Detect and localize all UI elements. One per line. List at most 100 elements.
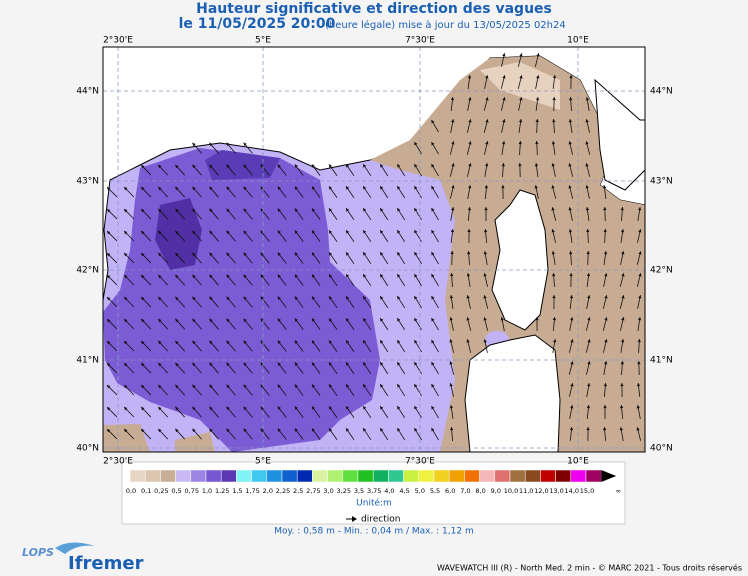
wave-arrow-head [570,383,574,387]
wave-arrow-head [502,53,506,57]
wave-arrow-head [604,273,608,277]
low-wave-zone [175,432,215,452]
wave-arrow-head [603,229,607,233]
wave-arrow-head [637,339,641,343]
wave-arrow-head [243,230,247,235]
scale-cell [160,469,176,483]
wave-arrow-head [294,340,298,344]
wave-arrow-head [397,296,401,300]
wave-arrow-head [209,384,213,389]
wave-arrow-head [449,361,453,365]
scale-cell [357,469,374,483]
wave-arrow-head [636,405,640,409]
wave-arrow-head [363,274,367,278]
scale-label: 10,0 [504,487,518,495]
scale-label: 0,75 [185,487,199,495]
corsica [491,189,549,331]
wave-arrow-head [328,296,333,300]
wave-arrow-head [501,141,506,145]
wave-arrow-head [107,209,111,213]
wave-arrow-head [363,340,367,344]
wave-arrow-head [397,186,401,190]
scale-label: 5,5 [430,487,440,495]
wave-arrow-head [192,252,196,257]
wave-arrow-head [209,274,213,279]
wave-arrow-head [535,119,539,123]
wave-arrow-head [260,362,264,366]
wave-arrow-head [107,341,111,345]
wave-arrow-head [226,164,230,169]
scale-label: 8,0 [475,487,485,495]
wave-arrow-head [141,384,145,389]
wave-arrow-head [603,207,607,211]
wave-arrow-head [260,252,264,256]
scale-cell [251,469,268,483]
wave-arrow-head [451,163,455,167]
wave-arrow-head [586,229,590,233]
wave-arrow-head [604,339,608,343]
wave-arrow-head [243,406,247,411]
wave-arrow-head [431,229,435,234]
wave-arrow-head [414,384,418,388]
wave-arrow-head [551,207,555,211]
wave-arrow-head [243,208,247,213]
wave-arrow-head [294,362,298,366]
lon-label: 2°30'E [103,457,133,467]
wave-arrow-head [175,362,179,367]
scale-label: 2,5 [293,487,303,495]
wave-arrow-head [484,185,489,189]
wave-arrow-head [328,186,333,190]
wave-arrow-head [468,97,472,101]
lat-label: 42°N [650,266,673,276]
wave-arrow-head [587,317,591,321]
wave-arrow-head [175,318,179,323]
wave-arrow-head [192,428,196,433]
wave-arrow-head [226,274,230,279]
wave-arrow-head [483,339,487,343]
wave-arrow-head [192,208,196,213]
date: le 11/05/2025 20:00 [179,16,336,32]
scale-label: 6,0 [445,487,455,495]
wave-arrow-head [328,252,333,256]
wave-arrow-head [414,230,418,234]
wave-arrow-head [107,297,111,301]
wave-arrow-head [346,384,350,388]
wave-arrow-head [124,407,128,411]
wave-arrow-head [277,230,281,234]
wave-arrow-head [637,207,642,211]
wave-arrow-head [587,361,591,365]
wave-arrow-head [260,340,264,344]
wave-arrow-head [414,164,418,168]
scale-cell [220,469,237,483]
wave-arrow-head [621,273,625,277]
wave-arrow-head [603,405,607,409]
wave-arrow-head [277,186,281,190]
wave-arrow-head [585,97,590,101]
lat-label: 41°N [76,356,99,366]
wave-arrow-head [397,252,401,256]
wave-arrow-head [243,318,247,323]
wave-arrow-head [570,405,574,409]
lat-label: 41°N [650,356,673,366]
wave-arrow-head [192,186,196,191]
wave-arrow-head [328,362,333,366]
wave-arrow-head [158,274,162,279]
wave-arrow-head [192,164,196,169]
wave-arrow-head [124,363,128,367]
wave-arrow-head [260,274,264,278]
wave-arrow-head [243,274,247,279]
wave-arrow-head [277,318,281,322]
stats: Moy. : 0,58 m - Min. : 0,04 m / Max. : 1… [274,527,473,537]
wave-arrow-head [192,230,196,235]
wave-arrow-head [636,427,640,431]
wave-arrow-head [551,163,555,167]
wave-arrow-head [485,141,489,145]
wave-arrow-head [467,251,471,255]
wave-arrow-head [397,406,401,410]
wave-arrow-head [431,163,435,168]
wave-arrow-head [535,141,539,145]
update: (heure légale) mise à jour du 13/05/2025… [325,19,566,31]
wave-arrow-head [500,317,504,321]
wave-arrow-head [518,163,522,167]
wave-arrow-head [141,318,145,323]
